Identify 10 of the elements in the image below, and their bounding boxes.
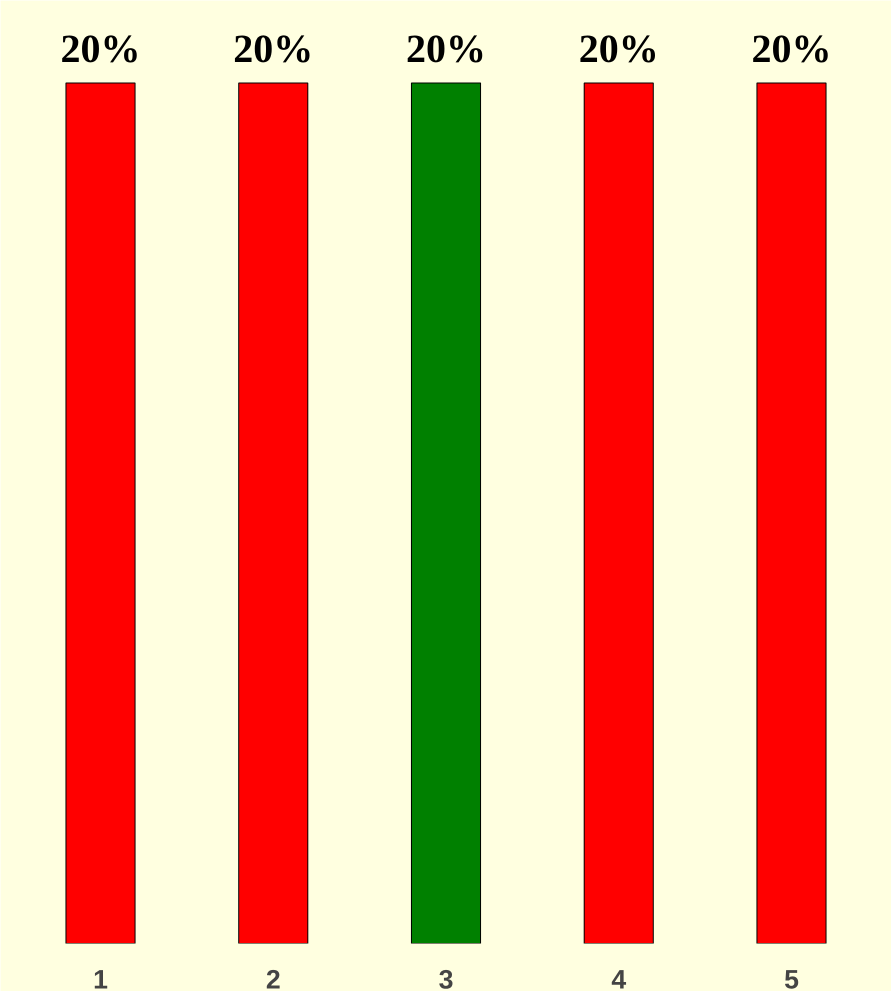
- data-label: 20%: [233, 26, 314, 71]
- data-label: 20%: [751, 26, 832, 71]
- x-tick-label: 5: [784, 964, 800, 991]
- x-tick-label: 2: [266, 964, 281, 991]
- data-label: 20%: [60, 26, 141, 71]
- data-label: 20%: [578, 26, 659, 71]
- x-tick-label: 4: [611, 964, 626, 991]
- x-tick-label: 3: [438, 964, 454, 991]
- data-label: 20%: [406, 26, 486, 71]
- x-tick-label: 1: [93, 964, 108, 991]
